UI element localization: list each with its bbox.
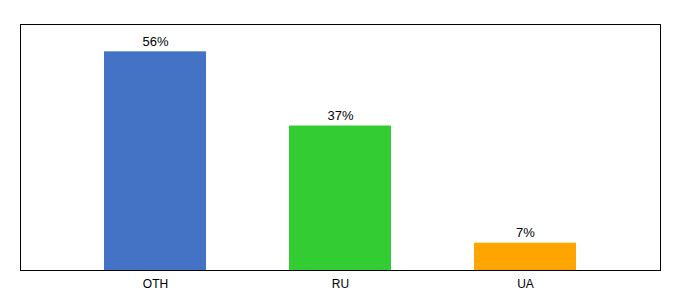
svg-text:OTH: OTH — [143, 277, 168, 291]
svg-text:37%: 37% — [327, 108, 353, 123]
svg-text:56%: 56% — [142, 34, 168, 49]
svg-text:UA: UA — [517, 277, 534, 291]
svg-text:7%: 7% — [516, 225, 535, 240]
svg-text:RU: RU — [332, 277, 349, 291]
